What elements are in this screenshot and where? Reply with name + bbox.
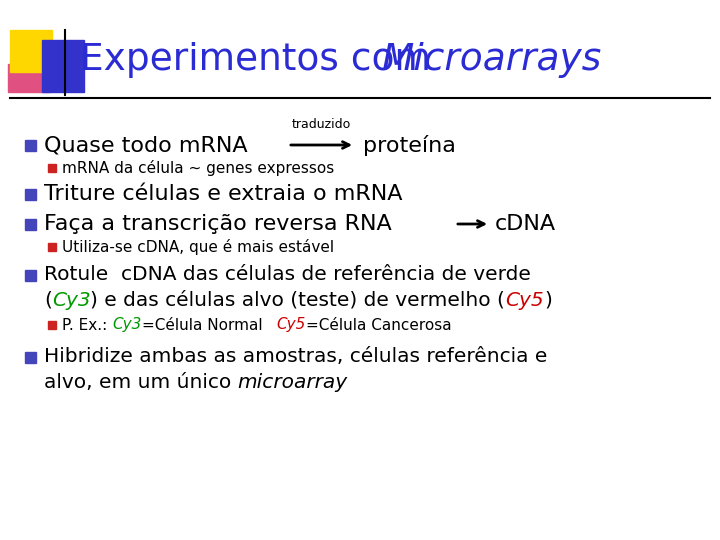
Text: Cy5: Cy5: [276, 318, 306, 333]
Bar: [48, 243, 56, 251]
Bar: [24, 352, 35, 362]
Text: Rotule  cDNA das células de referência de verde: Rotule cDNA das células de referência de…: [44, 266, 531, 285]
Bar: [24, 139, 35, 151]
Bar: [24, 269, 35, 280]
Bar: [48, 321, 56, 329]
Bar: [24, 219, 35, 230]
Text: Triture células e extraia o mRNA: Triture células e extraia o mRNA: [44, 184, 402, 204]
Text: Cy5: Cy5: [505, 291, 544, 309]
Text: mRNA da célula ~ genes expressos: mRNA da célula ~ genes expressos: [62, 160, 334, 176]
Text: alvo, em um único: alvo, em um único: [44, 373, 238, 392]
Bar: [48, 164, 56, 172]
Text: Experimentos com: Experimentos com: [80, 42, 443, 78]
Text: ) e das células alvo (teste) de vermelho (: ) e das células alvo (teste) de vermelho…: [91, 291, 505, 309]
Text: Hibridize ambas as amostras, células referência e: Hibridize ambas as amostras, células ref…: [44, 348, 547, 367]
Text: proteína: proteína: [363, 134, 456, 156]
Text: Quase todo mRNA: Quase todo mRNA: [44, 135, 248, 155]
Bar: [10, 30, 52, 72]
Text: =Célula Normal: =Célula Normal: [142, 318, 276, 333]
Text: Microarrays: Microarrays: [382, 42, 602, 78]
Text: (: (: [44, 291, 52, 309]
Bar: [8, 64, 50, 92]
Text: Cy3: Cy3: [52, 291, 91, 309]
Text: ): ): [544, 291, 552, 309]
Text: P. Ex.:: P. Ex.:: [62, 318, 112, 333]
Text: =Célula Cancerosa: =Célula Cancerosa: [306, 318, 451, 333]
Bar: [24, 188, 35, 199]
Text: cDNA: cDNA: [495, 214, 556, 234]
Bar: [42, 40, 84, 92]
Text: Faça a transcrição reversa RNA: Faça a transcrição reversa RNA: [44, 214, 392, 234]
Text: Cy3: Cy3: [112, 318, 142, 333]
Text: microarray: microarray: [238, 373, 348, 392]
Text: traduzido: traduzido: [292, 118, 351, 131]
Text: Utiliza-se cDNA, que é mais estável: Utiliza-se cDNA, que é mais estável: [62, 239, 334, 255]
